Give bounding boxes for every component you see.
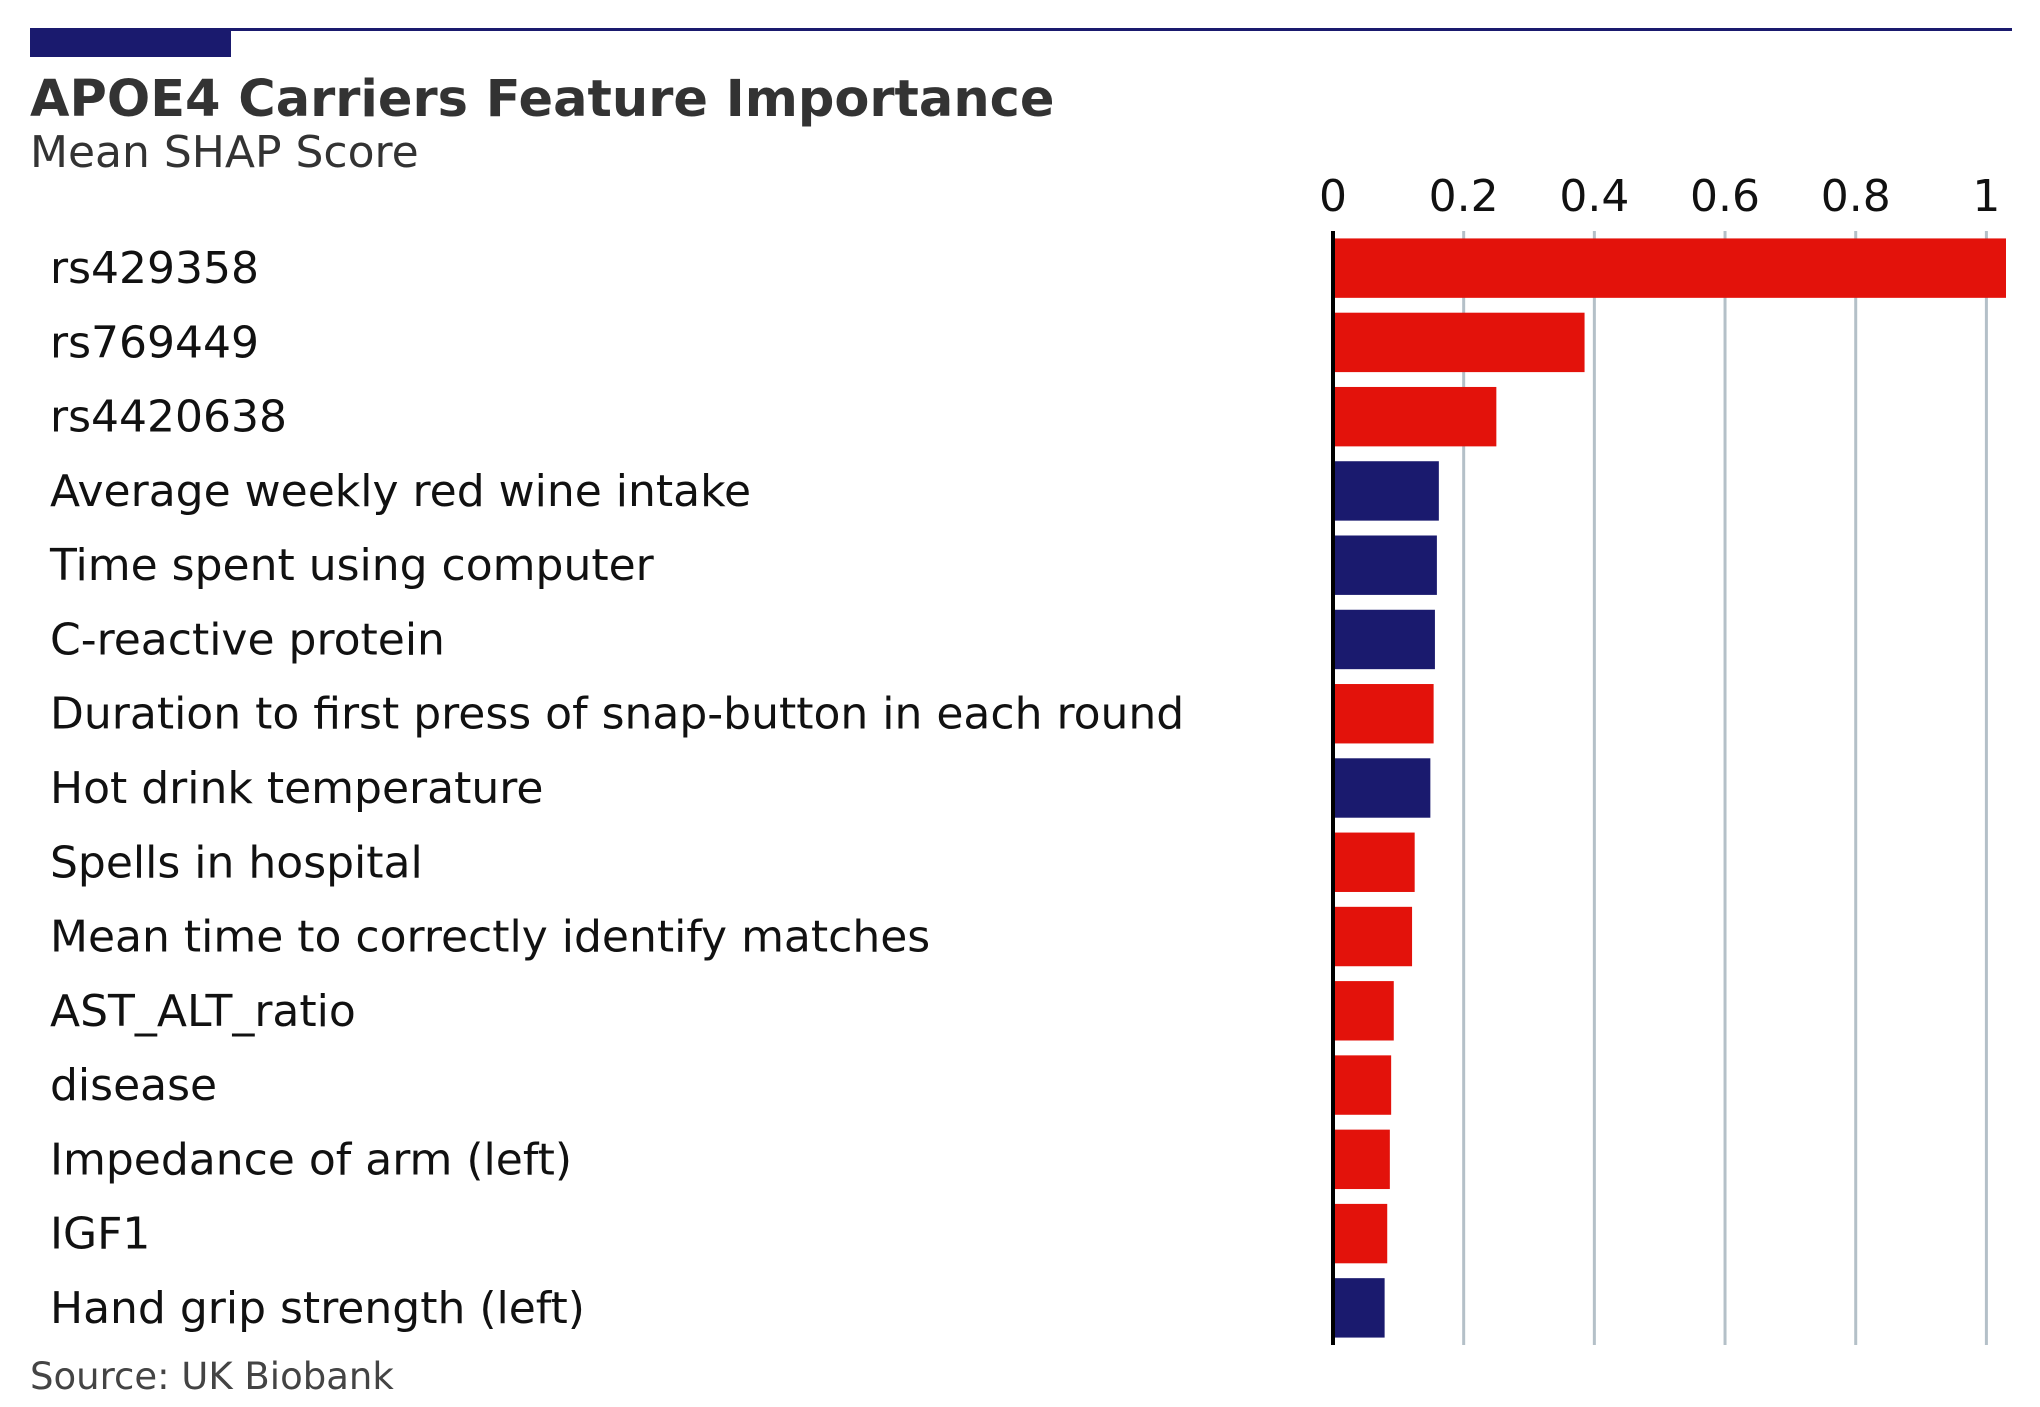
source-note: Source: UK Biobank	[30, 1355, 394, 1398]
category-label: rs4420638	[50, 392, 287, 443]
category-label: Average weekly red wine intake	[50, 466, 751, 517]
category-label: Duration to first press of snap-button i…	[50, 689, 1184, 740]
x-tick-label: 0.4	[1559, 171, 1629, 222]
x-tick-label: 0.2	[1429, 171, 1499, 222]
category-label: Hand grip strength (left)	[50, 1283, 585, 1334]
x-tick-label: 0.8	[1821, 171, 1891, 222]
bar	[1333, 906, 1413, 967]
bar	[1333, 461, 1439, 521]
bar	[1333, 386, 1497, 447]
bar	[1333, 238, 2006, 298]
category-label: rs769449	[50, 317, 259, 368]
bar	[1333, 832, 1415, 892]
category-labels: rs429358 rs769449 rs4420638 Average weekly …	[49, 243, 1184, 1334]
category-label: rs429358	[50, 243, 259, 294]
header-accent-tag	[30, 29, 231, 57]
bar	[1333, 981, 1394, 1041]
category-label: Impedance of arm (left)	[50, 1134, 572, 1185]
bar	[1333, 1203, 1388, 1264]
x-tick-label: 0.6	[1690, 171, 1760, 222]
bar	[1333, 1278, 1385, 1338]
bar	[1333, 758, 1431, 818]
category-label: Hot drink temperature	[50, 763, 543, 814]
category-label: disease	[50, 1060, 217, 1111]
x-tick-label: 0	[1319, 171, 1347, 222]
bar	[1333, 312, 1585, 373]
gridlines	[1462, 231, 1988, 1345]
chart-subtitle: Mean SHAP Score	[30, 127, 419, 178]
category-label: AST_ALT_ratio	[50, 986, 356, 1037]
x-tick-label: 1	[1972, 171, 2000, 222]
chart-title: APOE4 Carriers Feature Importance	[30, 70, 1054, 129]
x-axis-ticks: 0 0.2 0.4 0.6 0.8 1	[1319, 171, 2000, 222]
category-label: Spells in hospital	[50, 837, 423, 888]
bars	[1333, 238, 2006, 1338]
bar	[1333, 535, 1437, 595]
category-label: IGF1	[50, 1209, 150, 1260]
bar	[1333, 609, 1435, 670]
category-label: C-reactive protein	[50, 614, 445, 665]
bar	[1333, 1129, 1390, 1190]
category-label: Mean time to correctly identify matches	[50, 912, 930, 963]
category-label: Time spent using computer	[49, 540, 655, 591]
bar	[1333, 1055, 1392, 1115]
bar	[1333, 684, 1434, 744]
